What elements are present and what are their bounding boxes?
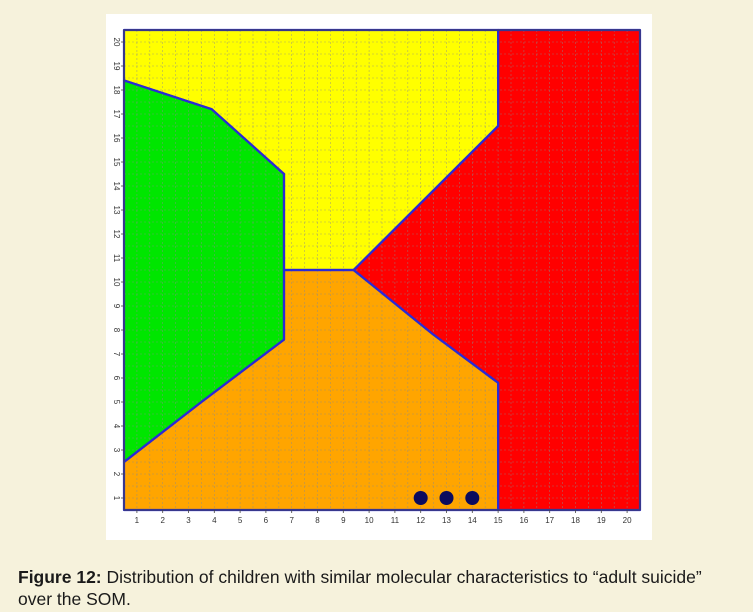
- caption-text: Distribution of children with similar mo…: [18, 567, 702, 609]
- x-tick-label: 16: [519, 516, 528, 525]
- som-chart: 1 2 3 4 5 6 7 8 9 10 11 12 13 14 15 16 17 18 19 20123456789…: [112, 28, 642, 525]
- y-tick-label: 12: [112, 230, 121, 239]
- x-tick-label: 4: [212, 516, 217, 525]
- y-tick-label: 9: [112, 304, 121, 309]
- x-tick-label: 1: [135, 516, 140, 525]
- y-tick-label: 8: [112, 328, 121, 333]
- y-tick-label: 5: [112, 400, 121, 405]
- data-point: [413, 491, 428, 505]
- caption-label: Figure 12:: [18, 567, 102, 587]
- data-point: [439, 491, 454, 505]
- x-tick-label: 12: [416, 516, 425, 525]
- x-tick-label: 6: [264, 516, 269, 525]
- x-tick-label: 17: [545, 516, 554, 525]
- region-green: [124, 80, 284, 463]
- x-tick-label: 19: [597, 516, 606, 525]
- y-tick-label: 6: [112, 376, 121, 381]
- y-tick-label: 2: [112, 472, 121, 477]
- y-tick-label: 10: [112, 278, 121, 287]
- figure-caption: Figure 12: Distribution of children with…: [18, 566, 738, 610]
- y-tick-label: 7: [112, 352, 121, 357]
- x-tick-label: 14: [468, 516, 477, 525]
- y-tick-label: 19: [112, 62, 121, 71]
- y-tick-label: 1: [112, 496, 121, 501]
- data-point: [465, 491, 480, 505]
- x-tick-label: 9: [341, 516, 346, 525]
- y-tick-label: 20: [112, 38, 121, 47]
- y-tick-label: 16: [112, 134, 121, 143]
- y-tick-label: 15: [112, 158, 121, 167]
- y-tick-label: 4: [112, 424, 121, 429]
- y-tick-label: 17: [112, 110, 121, 119]
- y-tick-label: 14: [112, 182, 121, 191]
- x-tick-label: 8: [315, 516, 320, 525]
- y-tick-label: 13: [112, 206, 121, 215]
- plot-frame: [123, 29, 641, 511]
- y-tick-label: 18: [112, 86, 121, 95]
- y-tick-label: 3: [112, 448, 121, 453]
- x-tick-label: 20: [623, 516, 632, 525]
- x-tick-label: 2: [160, 516, 165, 525]
- x-tick-label: 10: [365, 516, 374, 525]
- x-tick-label: 5: [238, 516, 243, 525]
- x-tick-label: 18: [571, 516, 580, 525]
- x-tick-label: 7: [289, 516, 294, 525]
- y-tick-label: 11: [112, 254, 121, 263]
- x-tick-label: 11: [391, 516, 400, 525]
- x-tick-label: 15: [494, 516, 503, 525]
- figure-panel: 1 2 3 4 5 6 7 8 9 10 11 12 13 14 15 16 17 18 19 20 1 2 3 4 5 6 7 8 9…: [106, 14, 652, 540]
- x-tick-label: 3: [186, 516, 191, 525]
- x-tick-label: 13: [442, 516, 451, 525]
